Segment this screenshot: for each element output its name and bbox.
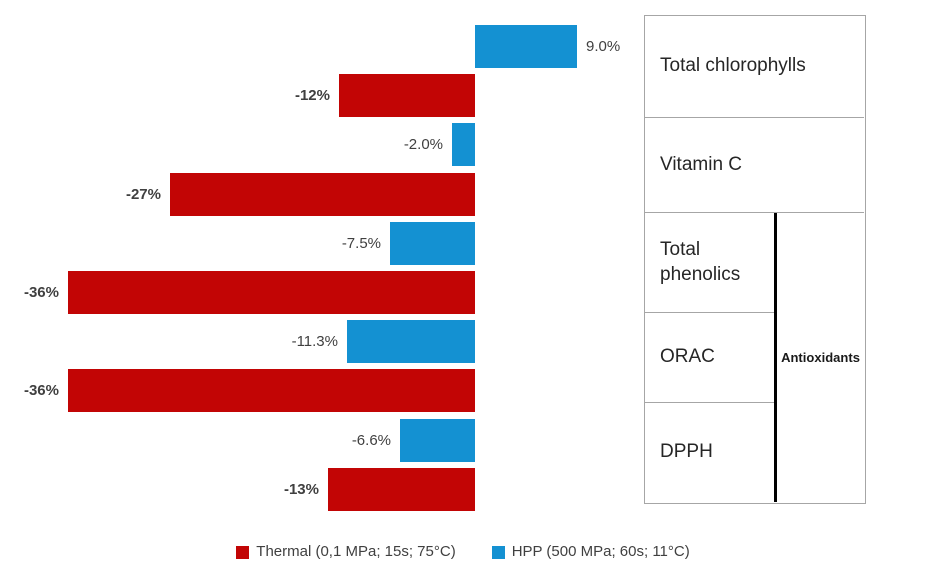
table-cell-total-phenolics: Total phenolics — [645, 213, 776, 313]
table-cell-dpph: DPPH — [645, 403, 776, 502]
antioxidants-divider-line — [774, 213, 777, 502]
legend-item-thermal: Thermal (0,1 MPa; 15s; 75°C) — [236, 543, 456, 561]
bar-thermal-vitamin-c — [170, 173, 475, 216]
bar-hpp-total-phenolics — [390, 222, 475, 265]
bar-thermal-orac — [68, 369, 475, 412]
bar-hpp-vitamin-c — [452, 123, 475, 166]
bar-hpp-dpph — [400, 419, 475, 462]
bar-thermal-total-phenolics — [68, 271, 475, 314]
category-table: Total chlorophylls Vitamin C Total pheno… — [644, 15, 866, 504]
bar-thermal-total-chlorophylls — [339, 74, 475, 117]
table-cell-orac: ORAC — [645, 313, 776, 403]
bar-value-label-hpp-orac: -11.3% — [291, 333, 338, 350]
bar-value-label-thermal-orac: -36% — [23, 382, 59, 399]
bar-value-label-thermal-vitamin-c: -27% — [125, 186, 161, 203]
bar-value-label-hpp-dpph: -6.6% — [351, 432, 391, 449]
table-label-total-chlorophylls: Total chlorophylls — [660, 55, 806, 77]
bar-value-label-hpp-vitamin-c: -2.0% — [403, 136, 443, 153]
table-label-vitamin-c: Vitamin C — [660, 153, 743, 175]
bar-value-label-thermal-total-phenolics: -36% — [23, 284, 59, 301]
legend-swatch-thermal-icon — [236, 545, 250, 559]
bar-value-label-hpp-total-chlorophylls: 9.0% — [586, 38, 621, 55]
bar-value-label-thermal-dpph: -13% — [283, 481, 319, 498]
table-cell-total-chlorophylls: Total chlorophylls — [645, 16, 864, 118]
bar-thermal-dpph — [328, 468, 475, 511]
bar-hpp-orac — [347, 320, 475, 363]
table-label-dpph: DPPH — [660, 441, 713, 463]
bar-hpp-total-chlorophylls — [475, 25, 577, 68]
legend: Thermal (0,1 MPa; 15s; 75°C) HPP (500 MP… — [0, 543, 926, 561]
table-cell-vitamin-c: Vitamin C — [645, 118, 864, 213]
legend-item-hpp: HPP (500 MPa; 60s; 11°C) — [491, 543, 690, 561]
legend-label-thermal: Thermal (0,1 MPa; 15s; 75°C) — [256, 543, 456, 560]
legend-swatch-hpp-icon — [491, 545, 505, 559]
bar-value-label-hpp-total-phenolics: -7.5% — [341, 235, 381, 252]
table-label-orac: ORAC — [660, 346, 715, 368]
legend-label-hpp: HPP (500 MPa; 60s; 11°C) — [511, 543, 690, 560]
bar-value-label-thermal-total-chlorophylls: -12% — [294, 87, 330, 104]
table-label-total-phenolics: Total phenolics — [660, 238, 741, 285]
